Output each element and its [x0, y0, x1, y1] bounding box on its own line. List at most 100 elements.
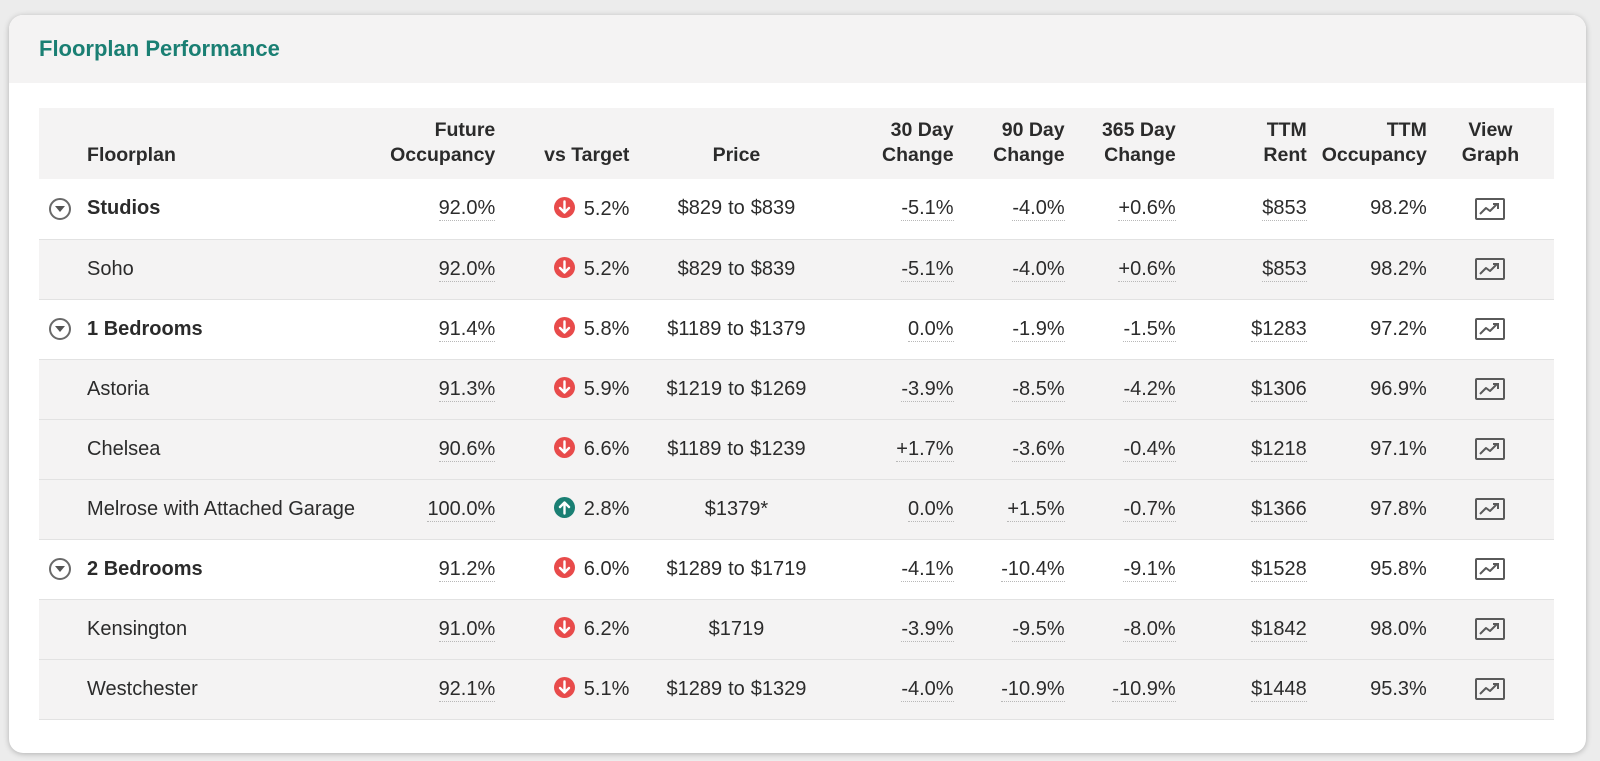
ttm-rent-value: $1306: [1251, 377, 1307, 402]
vs-target-cell: 5.9%: [495, 359, 629, 419]
future-occupancy-value: 92.1%: [438, 677, 496, 702]
change-30-cell: -4.0%: [844, 659, 954, 719]
price-to-word: to: [728, 377, 745, 400]
table-row: Astoria 91.3% 5.9% $1219 to $1269 -3.9% -8.5% -4…: [39, 359, 1554, 419]
change-30-value: 0.0%: [907, 497, 954, 522]
change-90-value: -4.0%: [1012, 257, 1065, 282]
ttm-occupancy-value: 98.0%: [1370, 617, 1427, 640]
toggle-cell: [39, 539, 87, 599]
change-30-value: -4.0%: [901, 677, 954, 702]
floorplan-name: Melrose with Attached Garage: [87, 497, 355, 520]
future-occupancy-cell: 91.2%: [377, 539, 496, 599]
toggle-cell: [39, 179, 87, 239]
view-graph-cell: [1427, 419, 1554, 479]
price-to: $1269: [750, 377, 807, 400]
change-30-cell: -3.9%: [844, 359, 954, 419]
future-occupancy-value: 92.0%: [438, 257, 496, 282]
group-row: 2 Bedrooms 91.2% 6.0% $1289 to $1719 -4.1% -10.…: [39, 539, 1554, 599]
change-365-cell: -1.5%: [1065, 299, 1176, 359]
ttm-rent-value: $853: [1262, 197, 1307, 222]
ttm-occupancy-value: 97.2%: [1370, 317, 1427, 340]
header-vs-target: vs Target: [544, 144, 630, 166]
price-cell: $1189 to $1239: [629, 419, 843, 479]
ttm-rent-cell: $1528: [1176, 539, 1307, 599]
future-occupancy-value: 91.3%: [438, 377, 496, 402]
chart-icon[interactable]: [1475, 498, 1506, 521]
view-graph-cell: [1427, 359, 1554, 419]
ttm-rent-value: $1448: [1251, 677, 1307, 702]
change-365-value: +0.6%: [1118, 197, 1176, 222]
future-occupancy-value: 90.6%: [438, 437, 496, 462]
arrow-down-icon: [553, 557, 575, 578]
change-90-value: -4.0%: [1012, 197, 1065, 222]
ttm-occupancy-value: 95.8%: [1370, 557, 1427, 580]
chart-icon[interactable]: [1475, 378, 1506, 401]
collapse-toggle-icon[interactable]: [49, 558, 71, 581]
ttm-occupancy-cell: 95.3%: [1307, 659, 1427, 719]
floorplan-performance-card: Floorplan Performance Floorplan: [9, 15, 1586, 753]
price-cell: $829 to $839: [629, 239, 843, 299]
toggle-cell: [39, 359, 87, 419]
change-365-cell: -4.2%: [1065, 359, 1176, 419]
chart-icon[interactable]: [1475, 618, 1506, 641]
change-365-cell: -0.7%: [1065, 479, 1176, 539]
floorplan-table-wrapper: Floorplan Future Occupancy vs Target Pric…: [39, 108, 1554, 720]
collapse-toggle-icon[interactable]: [49, 318, 71, 341]
price-from: $1219: [666, 377, 723, 400]
change-90-value: -3.6%: [1012, 437, 1065, 462]
vs-target-value: 6.0%: [583, 558, 630, 580]
change-365-value: -10.9%: [1112, 677, 1176, 702]
change-365-value: -1.5%: [1123, 317, 1176, 342]
vs-target-cell: 5.1%: [495, 659, 629, 719]
price-to-word: to: [728, 557, 745, 580]
header-ttm-rent: TTM Rent: [1263, 119, 1307, 166]
view-graph-cell: [1427, 659, 1554, 719]
vs-target-cell: 5.2%: [495, 179, 629, 239]
header-floorplan: Floorplan: [87, 144, 176, 166]
ttm-occupancy-value: 98.2%: [1370, 197, 1427, 220]
change-90-value: -10.9%: [1001, 677, 1065, 702]
ttm-occupancy-cell: 98.2%: [1307, 179, 1427, 239]
change-365-cell: +0.6%: [1065, 239, 1176, 299]
change-30-value: -4.1%: [901, 557, 954, 582]
ttm-occupancy-cell: 97.8%: [1307, 479, 1427, 539]
ttm-rent-cell: $1842: [1176, 599, 1307, 659]
view-graph-cell: [1427, 299, 1554, 359]
ttm-occupancy-cell: 98.0%: [1307, 599, 1427, 659]
toggle-cell: [39, 599, 87, 659]
price-from: $1189: [667, 437, 722, 460]
view-graph-cell: [1427, 539, 1554, 599]
chart-icon[interactable]: [1475, 318, 1506, 341]
chart-icon[interactable]: [1475, 438, 1506, 461]
future-occupancy-cell: 91.4%: [377, 299, 496, 359]
vs-target-cell: 6.2%: [495, 599, 629, 659]
change-90-cell: -4.0%: [954, 239, 1065, 299]
floorplan-name: Westchester: [87, 677, 198, 700]
chart-icon[interactable]: [1475, 558, 1506, 581]
price-from: $829: [677, 197, 723, 220]
price-value: $1719: [708, 617, 765, 640]
ttm-rent-cell: $853: [1176, 179, 1307, 239]
floorplan-name: Studios: [87, 197, 161, 220]
group-row: 1 Bedrooms 91.4% 5.8% $1189 to $1379 0.0% -1.9%…: [39, 299, 1554, 359]
future-occupancy-value: 91.0%: [438, 617, 496, 642]
change-90-value: -10.4%: [1001, 557, 1065, 582]
table-body: Studios 92.0% 5.2% $829 to $839 -5.1% -4.0% +0.6…: [39, 179, 1554, 719]
collapse-toggle-icon[interactable]: [49, 197, 71, 220]
chart-icon[interactable]: [1475, 197, 1506, 220]
ttm-occupancy-value: 95.3%: [1370, 677, 1427, 700]
change-90-value: -8.5%: [1012, 377, 1065, 402]
floorplan-name: 2 Bedrooms: [87, 557, 203, 580]
change-30-cell: -3.9%: [844, 599, 954, 659]
price-to: $1239: [750, 437, 806, 460]
vs-target-cell: 2.8%: [495, 479, 629, 539]
arrow-up-icon: [553, 497, 575, 518]
future-occupancy-cell: 91.0%: [377, 599, 496, 659]
chart-icon[interactable]: [1475, 678, 1506, 701]
price-to-word: to: [727, 437, 745, 460]
chart-icon[interactable]: [1475, 258, 1506, 281]
header-future-occupancy: Future Occupancy: [390, 119, 496, 166]
group-row: Studios 92.0% 5.2% $829 to $839 -5.1% -4.0% +0.6…: [39, 179, 1554, 239]
future-occupancy-cell: 92.0%: [377, 239, 496, 299]
change-90-cell: +1.5%: [954, 479, 1065, 539]
